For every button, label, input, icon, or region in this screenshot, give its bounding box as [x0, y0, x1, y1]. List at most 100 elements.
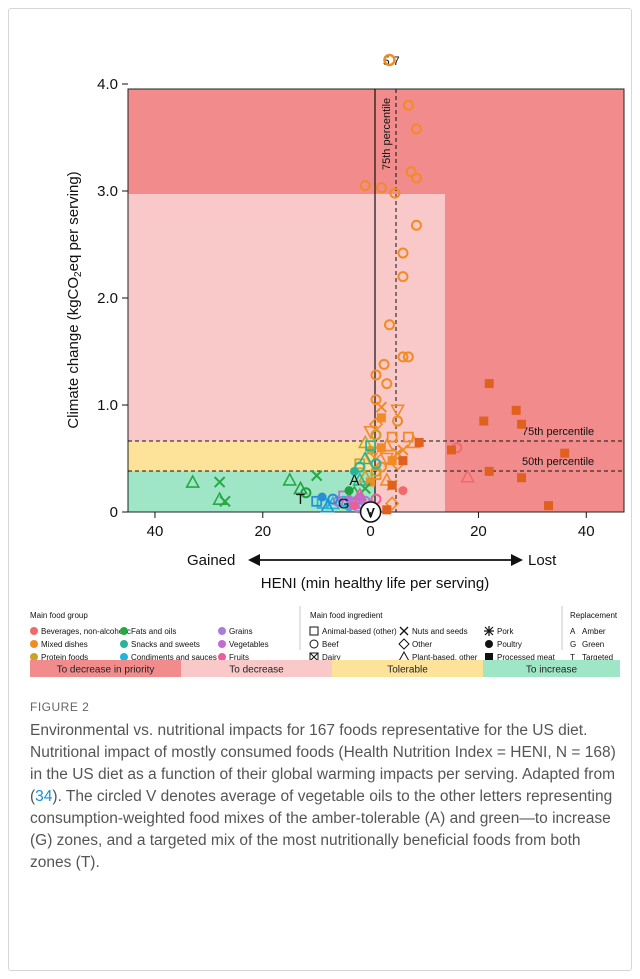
legend-replacement-label: Amber: [582, 627, 606, 636]
legend: Main food group Main food ingredient Repla…: [30, 606, 620, 677]
legend-group-swatch: [218, 653, 226, 661]
legend-group-label: Grains: [229, 627, 253, 636]
legend-group-label: Mixed dishes: [41, 640, 88, 649]
data-point: [402, 99, 414, 111]
square-icon: [309, 626, 319, 636]
data-point: [479, 416, 489, 426]
data-point: [517, 419, 527, 429]
data-point: [349, 466, 359, 476]
data-point: [375, 182, 387, 194]
legend-ingredient-label: Dairy: [322, 653, 341, 662]
data-point: [370, 465, 382, 477]
data-point: [363, 425, 378, 440]
replacement-t-label: T: [296, 491, 305, 508]
data-point: [410, 219, 422, 231]
x-tick-label: 20: [470, 523, 487, 540]
data-point: [410, 172, 422, 184]
legend-replacement-letter: G: [570, 640, 576, 649]
data-point: [397, 247, 409, 259]
legend-group-label: Beverages, non-alcoholic: [41, 627, 131, 636]
data-point: [484, 379, 494, 389]
legend-replacement-letter: A: [570, 627, 576, 636]
legend-group-label: Condiments and sauces: [131, 653, 217, 662]
legend-replacement-label: Green: [582, 640, 604, 649]
data-point: [370, 394, 382, 406]
hline-75-label: 75th percentile: [522, 426, 594, 438]
x-axis-title: HENI (min healthy life per serving): [261, 575, 489, 592]
legend-group-swatch: [30, 653, 38, 661]
data-point: [338, 490, 350, 502]
axes: 40 20 0 20 40 0 1.0 2.0 3.0 4.0: [97, 76, 594, 540]
data-point: [397, 351, 409, 363]
data-point: [387, 480, 397, 490]
x-tick-label: 40: [578, 523, 595, 540]
data-point: [386, 431, 398, 443]
legend-replacement-letter: T: [570, 653, 575, 662]
legend-group-swatch: [30, 640, 38, 648]
data-point: [560, 448, 570, 458]
data-point: [311, 495, 323, 507]
data-point: [370, 429, 382, 441]
legend-group-label: Vegetables: [229, 640, 269, 649]
legend-band: [30, 660, 181, 677]
circle-icon: [309, 639, 319, 649]
data-point: [344, 486, 354, 496]
legend-ingredient-label: Beef: [322, 640, 339, 649]
gained-label: Gained: [187, 552, 235, 569]
asterisk-icon: [484, 626, 494, 636]
data-point: [389, 187, 401, 199]
legend-replacement-title: Replacement: [570, 611, 618, 620]
legend-ingredient-label: Other: [412, 640, 432, 649]
data-point: [370, 469, 382, 480]
legend-group-label: Snacks and sweets: [131, 640, 200, 649]
data-point: [349, 501, 359, 511]
y-tick-label: 3.0: [97, 183, 118, 200]
legend-band-label: To decrease in priority: [57, 665, 155, 676]
data-point: [414, 437, 424, 447]
legend-group-label: Protein foods: [41, 653, 88, 662]
data-point: [352, 472, 368, 486]
data-point: [357, 469, 373, 483]
direction-arrow: [248, 554, 523, 566]
x-tick-label: 0: [366, 523, 374, 540]
data-point: [382, 505, 392, 515]
boxed-x-icon: [309, 652, 319, 662]
data-point: [405, 166, 417, 178]
legend-band-label: Tolerable: [387, 665, 428, 676]
data-point: [185, 474, 201, 488]
data-point: [387, 456, 397, 466]
legend-band: [181, 660, 332, 677]
legend-band-label: To increase: [526, 665, 578, 676]
data-point: [460, 469, 475, 483]
data-point: [213, 476, 226, 488]
caption-text-part: Environmental vs. nutritional impacts fo…: [30, 722, 616, 805]
replacement-a-label: A: [349, 472, 359, 489]
y-tick-label: 0: [110, 504, 118, 521]
data-point: [376, 413, 386, 423]
y-tick-label: 4.0: [97, 76, 118, 93]
zone-tolerable: [128, 441, 375, 471]
legend-group-label: Fruits: [229, 653, 249, 662]
legend-ingredient-label: Plant-based, other: [412, 653, 478, 662]
data-point: [446, 445, 456, 455]
data-point: [398, 456, 408, 466]
caption-text-part: ). The circled V denotes average of vege…: [30, 788, 613, 871]
citation-link[interactable]: 34: [35, 788, 53, 805]
data-point: [390, 404, 405, 419]
outlier-point: [383, 53, 396, 67]
legend-ingredient-label: Poultry: [497, 640, 522, 649]
legend-group-swatch: [120, 653, 128, 661]
hline-50-label: 50th percentile: [522, 456, 594, 468]
data-point: [392, 415, 404, 427]
data-point: [327, 493, 339, 505]
data-point: [402, 351, 414, 363]
data-point: [219, 495, 231, 508]
caption: FIGURE 2 Environmental vs. nutritional i…: [30, 700, 620, 874]
legend-band: [483, 660, 620, 677]
legend-group-label: Fats and oils: [131, 627, 176, 636]
triangle-icon: [398, 650, 410, 662]
data-point: [370, 458, 382, 470]
filled-square-icon: [485, 653, 493, 661]
data-point: [365, 440, 377, 452]
data-point: [352, 487, 368, 501]
